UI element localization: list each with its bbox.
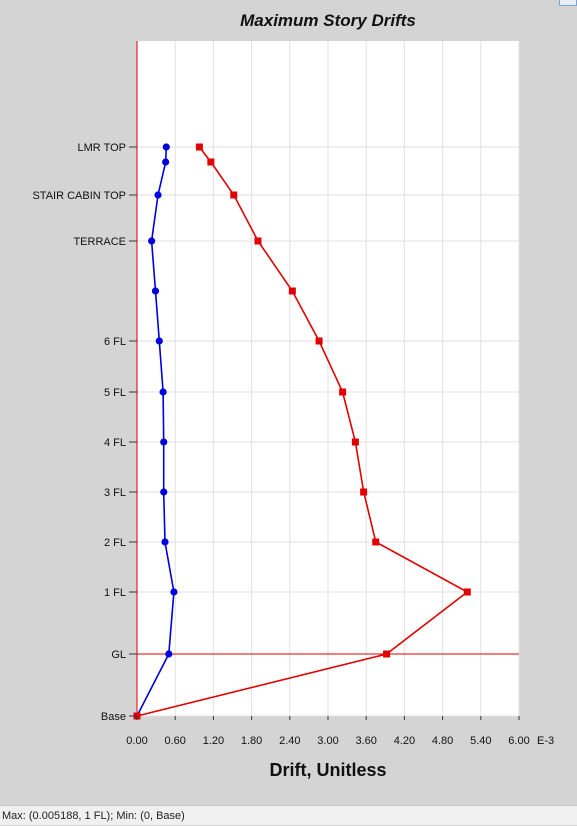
y-tick-label: 1 FL: [104, 587, 126, 599]
reference-lines: [136, 41, 519, 716]
series-2-point: [254, 237, 262, 245]
x-axis-label: Drift, Unitless: [269, 760, 386, 780]
x-tick-labels: 0.00 0.60 1.20 1.80 2.40 3.00 3.60 4.20 4.80 5.40…: [126, 716, 554, 747]
x-tick-label: 0.60: [164, 735, 185, 747]
y-tick-label: 5 FL: [104, 387, 126, 399]
series-2-point: [230, 191, 238, 199]
series-2-point: [383, 650, 391, 658]
y-tick-label: 6 FL: [104, 336, 126, 348]
x-tick-label: 5.40: [470, 735, 491, 747]
y-tick-label: GL: [111, 649, 126, 661]
chart: 0.00 0.60 1.20 1.80 2.40 3.00 3.60 4.20 4.80 5.40…: [32, 11, 555, 780]
y-tick-label: LMR TOP: [78, 142, 127, 154]
series-1-point: [162, 143, 170, 151]
x-tick-label: 6.00: [508, 735, 529, 747]
y-tick-label: STAIR CABIN TOP: [32, 190, 126, 202]
y-tick-labels: LMR TOP STAIR CABIN TOP TERRACE 6 FL 5 FL 4 F…: [32, 142, 137, 723]
status-bar: Max: (0.005188, 1 FL); Min: (0, Base): [0, 805, 577, 825]
series-2-point: [351, 438, 359, 446]
x-tick-label: 4.80: [432, 735, 453, 747]
x-axis-unit: E-3: [537, 735, 554, 747]
series-1-point: [170, 588, 178, 596]
series-1-point: [154, 191, 162, 199]
y-tick-label: Base: [101, 711, 126, 723]
x-tick-label: 0.00: [126, 735, 147, 747]
series-1-point: [165, 650, 173, 658]
series-1-point: [159, 388, 167, 396]
series-1-point: [160, 488, 168, 496]
x-tick-label: 4.20: [394, 735, 415, 747]
series-2-point: [195, 143, 203, 151]
x-tick-label: 1.20: [203, 735, 224, 747]
series-2-point: [372, 538, 380, 546]
series-2-point: [360, 488, 368, 496]
corner-button[interactable]: [559, 0, 577, 6]
y-tick-label: 4 FL: [104, 437, 126, 449]
grid: [136, 41, 520, 717]
status-text: Max: (0.005188, 1 FL); Min: (0, Base): [2, 810, 185, 822]
series-2-point: [207, 158, 215, 166]
series-2-point: [315, 337, 323, 345]
series-layer: [133, 143, 471, 720]
y-tick-label: TERRACE: [73, 236, 126, 248]
x-tick-label: 3.00: [317, 735, 338, 747]
x-tick-label: 1.80: [241, 735, 262, 747]
series-1-point: [161, 538, 169, 546]
chart-title: Maximum Story Drifts: [240, 11, 416, 30]
series-1-point: [160, 438, 168, 446]
x-tick-label: 3.60: [355, 735, 376, 747]
series-1-point: [155, 337, 163, 345]
series-2-point: [339, 388, 347, 396]
y-tick-label: 3 FL: [104, 487, 126, 499]
y-tick-label: 2 FL: [104, 537, 126, 549]
series-2-point: [288, 287, 296, 295]
series-1-point: [148, 237, 156, 245]
series-2-point: [463, 588, 471, 596]
series-1-point: [162, 158, 170, 166]
x-tick-label: 2.40: [279, 735, 300, 747]
series-1-point: [151, 287, 160, 295]
